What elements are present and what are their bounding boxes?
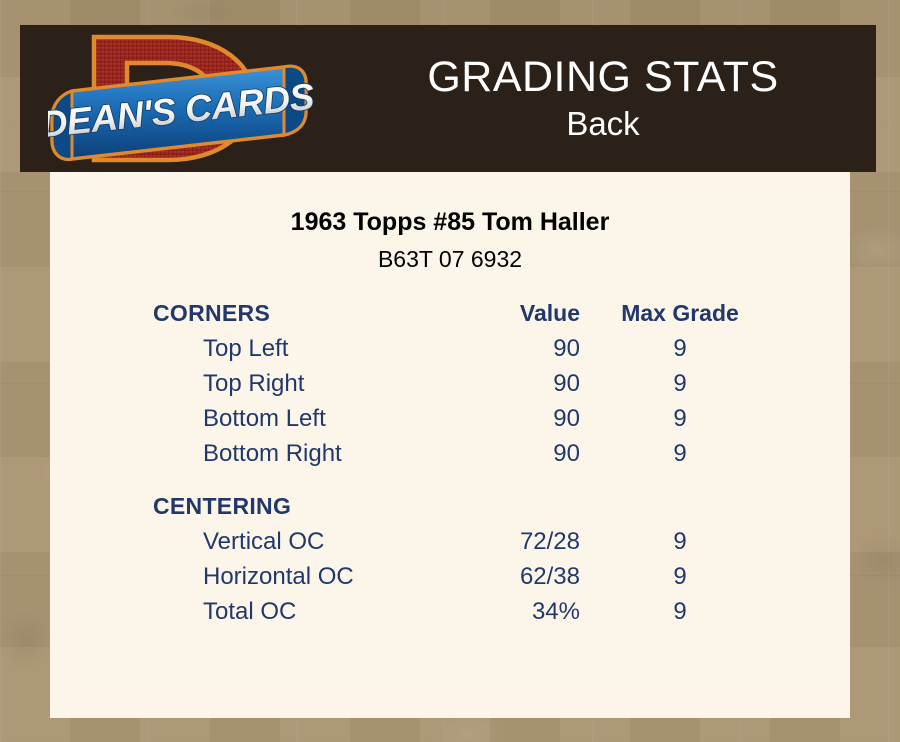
stat-row-value: 90: [553, 440, 580, 467]
stat-row: Bottom Right 90 9: [50, 440, 850, 475]
header-title-block: GRADING STATS Back: [330, 25, 876, 172]
stat-row-label: Horizontal OC: [203, 563, 354, 590]
stat-row-value: 72/28: [519, 528, 580, 555]
section-header-corners-label: CORNERS: [153, 300, 271, 326]
stat-row-label: Bottom Left: [203, 405, 326, 432]
section-spacer: [50, 475, 850, 493]
stat-row-value: 34%: [531, 598, 580, 625]
stat-row-label: Top Right: [203, 370, 305, 397]
stat-row-value: 90: [553, 335, 580, 362]
stat-row-label: Top Left: [203, 335, 289, 362]
stat-row-grade: 9: [673, 370, 687, 397]
section-header-corners: CORNERS Value Max Grade: [50, 300, 850, 335]
page-subtitle: Back: [566, 104, 640, 142]
section-header-corners-value: Value: [519, 300, 580, 326]
stat-row-grade: 9: [673, 440, 687, 467]
stat-row-value: 90: [553, 370, 580, 397]
stat-row-label: Total OC: [203, 598, 297, 625]
logo-icon: DEAN'S CARDS: [48, 34, 316, 163]
card-code: B63T 07 6932: [377, 245, 523, 272]
card-heading: 1963 Topps #85 Tom Haller B63T 07 6932: [50, 208, 850, 273]
section-header-corners-grade: Max Grade: [621, 300, 739, 326]
stat-row: Vertical OC 72/28 9: [50, 528, 850, 563]
stat-row: Horizontal OC 62/38 9: [50, 563, 850, 598]
deans-cards-logo[interactable]: DEAN'S CARDS: [48, 27, 316, 170]
card-title: 1963 Topps #85 Tom Haller: [290, 208, 610, 236]
stat-row-grade: 9: [673, 335, 687, 362]
stat-row-value: 62/38: [519, 563, 580, 590]
stat-row: Bottom Left 90 9: [50, 405, 850, 440]
grading-stats-table: CORNERS Value Max Grade Top Left 90 9 Top Righ…: [50, 300, 850, 633]
logo-ribbon: DEAN'S CARDS: [48, 64, 316, 162]
stat-row-label: Bottom Right: [203, 440, 342, 467]
section-header-centering: CENTERING: [50, 493, 850, 528]
stat-row: Top Left 90 9: [50, 335, 850, 370]
stat-row-grade: 9: [673, 528, 687, 555]
stat-row-grade: 9: [673, 598, 687, 625]
stat-row-label: Vertical OC: [203, 528, 325, 555]
stat-row: Top Right 90 9: [50, 370, 850, 405]
header-bar: DEAN'S CARDS GRADING STATS Back: [20, 25, 876, 172]
stat-row-grade: 9: [673, 563, 687, 590]
page-title: GRADING STATS: [427, 52, 779, 101]
content-panel: 1963 Topps #85 Tom Haller B63T 07 6932 C…: [50, 172, 850, 718]
section-header-centering-label: CENTERING: [153, 493, 292, 519]
stat-row-value: 90: [553, 405, 580, 432]
stat-row: Total OC 34% 9: [50, 598, 850, 633]
stat-row-grade: 9: [673, 405, 687, 432]
